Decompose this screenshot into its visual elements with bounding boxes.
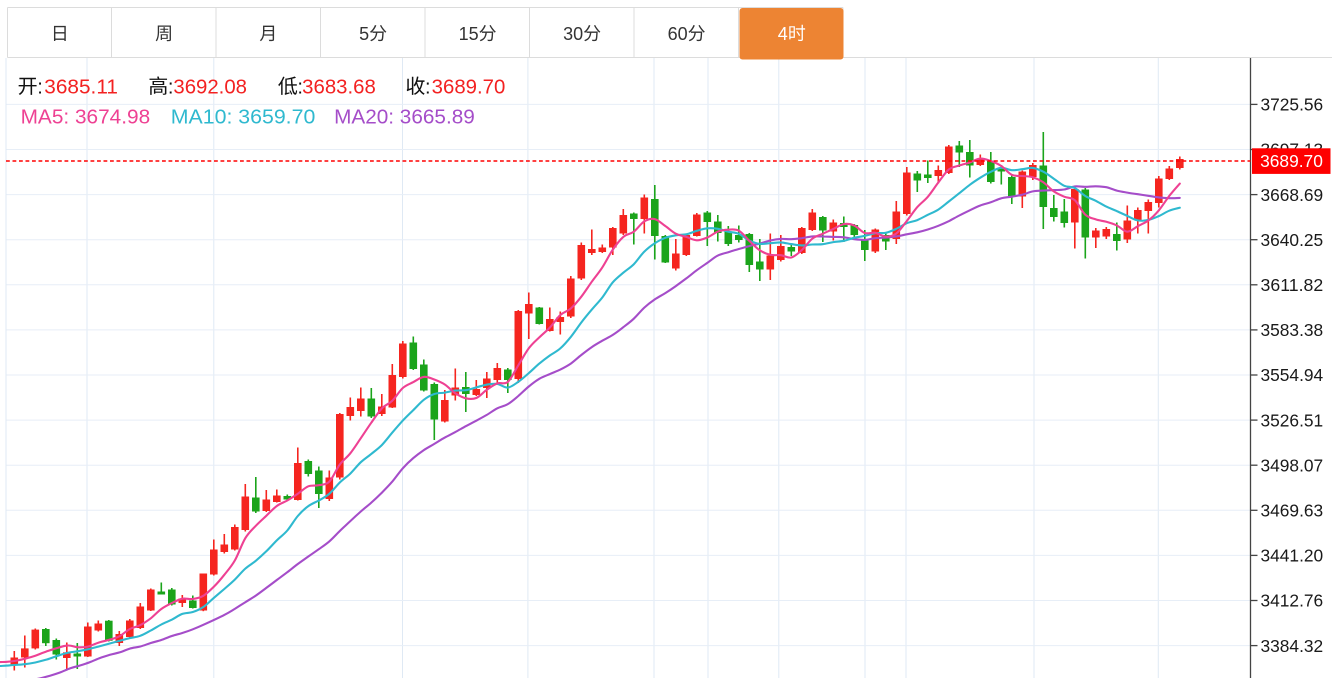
svg-text:3685.11: 3685.11 bbox=[44, 76, 118, 98]
svg-text:3683.68: 3683.68 bbox=[302, 76, 376, 98]
svg-text:3554.94: 3554.94 bbox=[1261, 365, 1324, 385]
svg-text:3668.69: 3668.69 bbox=[1261, 185, 1324, 205]
svg-text:MA10: 3659.70: MA10: 3659.70 bbox=[171, 107, 315, 129]
svg-text::: : bbox=[425, 76, 431, 98]
svg-text:3611.82: 3611.82 bbox=[1261, 275, 1324, 295]
svg-text:3469.63: 3469.63 bbox=[1261, 501, 1324, 521]
svg-text:1: 1 bbox=[459, 24, 469, 44]
svg-text:3498.07: 3498.07 bbox=[1261, 455, 1324, 475]
svg-text::: : bbox=[168, 76, 174, 98]
svg-text:MA20: 3665.89: MA20: 3665.89 bbox=[334, 107, 475, 129]
svg-text:3640.25: 3640.25 bbox=[1261, 230, 1324, 250]
svg-text:3412.76: 3412.76 bbox=[1261, 591, 1324, 611]
svg-text:3: 3 bbox=[563, 24, 573, 44]
svg-text:MA5: 3674.98: MA5: 3674.98 bbox=[21, 107, 151, 129]
svg-text::: : bbox=[37, 76, 43, 98]
svg-text:3692.08: 3692.08 bbox=[173, 76, 247, 98]
svg-text:3441.20: 3441.20 bbox=[1261, 546, 1324, 566]
svg-text:3689.70: 3689.70 bbox=[432, 76, 506, 98]
svg-text:3526.51: 3526.51 bbox=[1261, 410, 1324, 430]
svg-text:3725.56: 3725.56 bbox=[1261, 95, 1324, 115]
svg-text:0: 0 bbox=[678, 24, 688, 44]
svg-text:3689.70: 3689.70 bbox=[1260, 151, 1323, 171]
svg-text:3384.32: 3384.32 bbox=[1261, 636, 1324, 656]
svg-text:6: 6 bbox=[668, 24, 678, 44]
svg-text:3583.38: 3583.38 bbox=[1261, 320, 1324, 340]
svg-text:5: 5 bbox=[469, 24, 479, 44]
svg-text:5: 5 bbox=[359, 24, 369, 44]
svg-text::: : bbox=[297, 76, 303, 98]
svg-text:0: 0 bbox=[573, 24, 583, 44]
svg-text:4: 4 bbox=[778, 24, 788, 44]
